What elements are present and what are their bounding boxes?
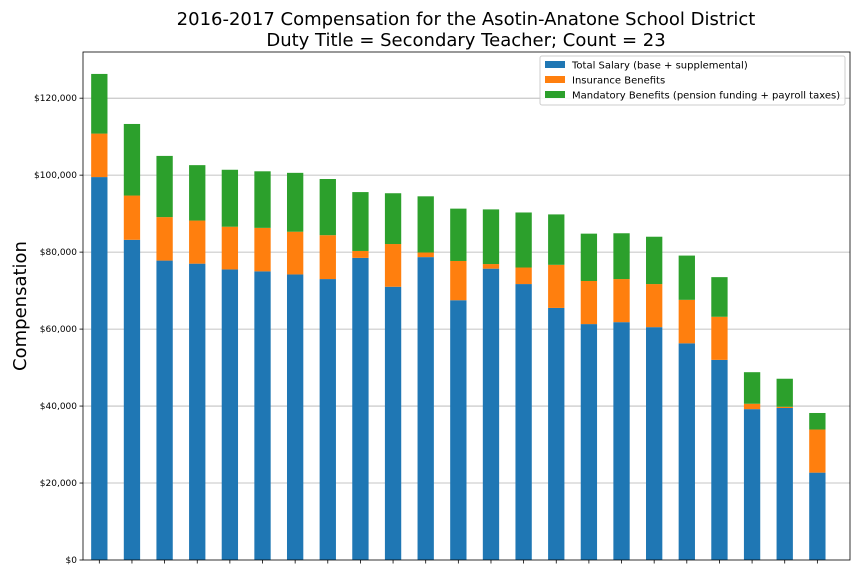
y-tick-label: $120,000 [34, 94, 77, 104]
bar-segment-series-0-21 [776, 407, 793, 560]
y-tick-label: $60,000 [40, 325, 77, 335]
bar-segment-series-0-14 [548, 307, 565, 560]
bar-segment-series-1-17 [646, 284, 663, 328]
bar-segment-series-0-13 [515, 284, 532, 560]
bar-segment-series-1-14 [548, 264, 565, 308]
legend-frame [539, 55, 846, 106]
bar-segment-series-0-5 [254, 271, 271, 560]
y-tick-label: $0 [66, 556, 78, 566]
bar-segment-series-2-13 [515, 212, 532, 268]
bar-segment-series-0-20 [743, 409, 761, 560]
legend-swatch-insurance [545, 76, 565, 83]
bar-segment-series-2-12 [482, 209, 500, 265]
bar-segment-series-2-21 [776, 378, 793, 407]
bar-segment-series-0-1 [123, 239, 141, 560]
bar-segment-series-2-18 [678, 255, 695, 300]
bar-segment-series-1-7 [319, 235, 336, 280]
bar-segment-series-2-22 [809, 412, 826, 430]
bar-segment-series-2-9 [384, 193, 402, 245]
bar-segment-series-1-11 [450, 260, 467, 301]
legend-swatch-mandatory [545, 91, 565, 98]
bar-segment-series-1-4 [221, 226, 239, 270]
plot-frame [82, 51, 851, 561]
legend: Total Salary (base + supplemental) Insur… [539, 55, 846, 106]
legend-swatch-total-salary [545, 61, 565, 68]
bar-segment-series-0-18 [678, 343, 695, 560]
bar-segment-series-2-0 [91, 73, 108, 134]
bar-segment-series-2-7 [319, 179, 336, 236]
bar-segment-series-2-17 [646, 236, 663, 285]
bar-segment-series-1-16 [613, 279, 630, 323]
bar-segment-series-2-4 [221, 169, 239, 227]
bar-segment-series-0-4 [221, 269, 239, 560]
bar-segment-series-2-20 [743, 372, 761, 404]
legend-label-mandatory: Mandatory Benefits (pension funding + pa… [572, 91, 840, 102]
bar-segment-series-1-10 [417, 252, 434, 258]
bar-segment-series-0-19 [711, 359, 728, 560]
bar-segment-series-2-16 [613, 233, 630, 280]
bar-segment-series-1-2 [156, 217, 173, 261]
bar-segment-series-1-20 [743, 403, 761, 410]
bar-segment-series-0-12 [482, 268, 500, 560]
bar-segment-series-0-7 [319, 279, 336, 560]
bar-segment-series-0-2 [156, 260, 173, 560]
y-tick-label: $20,000 [40, 479, 77, 489]
bar-segment-series-0-22 [809, 472, 826, 560]
bar-segment-series-0-6 [286, 274, 304, 560]
y-tick-label: $40,000 [40, 402, 77, 412]
axes-layer [82, 51, 851, 561]
chart-subtitle: Duty Title = Secondary Teacher; Count = … [266, 30, 665, 51]
bar-segment-series-2-2 [156, 155, 173, 218]
bar-segment-series-1-0 [91, 133, 108, 178]
bar-segment-series-1-15 [580, 280, 598, 325]
bar-segment-series-1-21 [776, 406, 793, 408]
bar-segment-series-0-15 [580, 324, 598, 560]
bar-segment-series-1-22 [809, 429, 826, 473]
bar-segment-series-1-8 [352, 250, 369, 258]
bar-segment-series-0-10 [417, 257, 434, 560]
chart-title: 2016-2017 Compensation for the Asotin-An… [177, 9, 756, 30]
bar-segment-series-0-16 [613, 322, 630, 560]
bar-segment-series-1-1 [123, 195, 141, 240]
bar-segment-series-2-15 [580, 233, 598, 281]
bars-layer [91, 73, 826, 561]
bar-segment-series-1-19 [711, 316, 728, 360]
bar-segment-series-2-19 [711, 277, 728, 317]
ticks-layer: $0 $20,000 $40,000 $60,000 $80,000 $100,000 $1… [34, 94, 818, 566]
bar-segment-series-2-11 [450, 208, 467, 261]
bar-segment-series-1-3 [189, 220, 206, 264]
bar-segment-series-0-3 [189, 263, 206, 560]
bar-segment-series-1-12 [482, 264, 500, 269]
bar-segment-series-1-18 [678, 299, 695, 344]
bar-segment-series-2-3 [189, 165, 206, 221]
bar-segment-series-2-14 [548, 214, 565, 265]
bar-segment-series-0-9 [384, 286, 402, 560]
bar-segment-series-0-0 [91, 177, 108, 561]
bar-segment-series-0-17 [646, 327, 663, 560]
legend-label-total-salary: Total Salary (base + supplemental) [571, 61, 748, 72]
bar-segment-series-0-8 [352, 257, 369, 560]
y-tick-label: $80,000 [40, 248, 77, 258]
y-tick-label: $100,000 [34, 171, 77, 181]
bar-segment-series-2-5 [254, 171, 271, 228]
legend-label-insurance: Insurance Benefits [572, 76, 665, 87]
bar-segment-series-2-10 [417, 196, 434, 253]
bar-segment-series-0-11 [450, 300, 467, 560]
y-axis-label: Compensation [10, 241, 31, 371]
bar-segment-series-1-5 [254, 227, 271, 272]
bar-segment-series-1-13 [515, 267, 532, 285]
bar-segment-series-2-1 [123, 123, 141, 196]
bar-segment-series-1-6 [286, 231, 304, 275]
bar-segment-series-2-8 [352, 192, 369, 251]
bar-segment-series-1-9 [384, 244, 402, 287]
bar-segment-series-2-6 [286, 172, 304, 232]
